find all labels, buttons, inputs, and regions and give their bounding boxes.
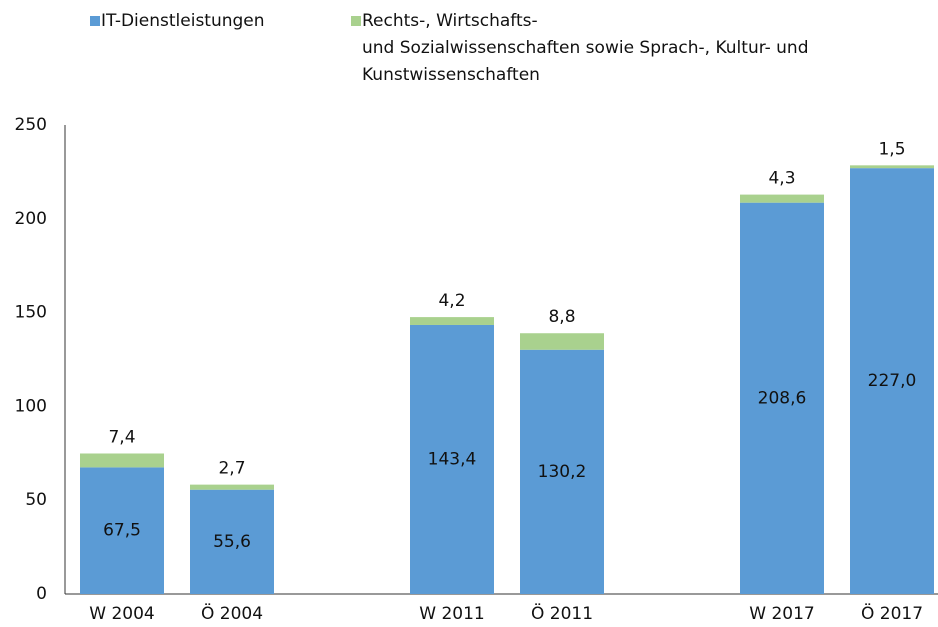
data-label: 55,6 — [213, 532, 251, 552]
bar-segment — [520, 333, 604, 350]
x-tick-label: Ö 2011 — [531, 602, 593, 624]
bar-segment — [740, 202, 824, 595]
data-label: 227,0 — [868, 371, 917, 391]
bar-segment — [80, 453, 164, 468]
legend-swatch — [351, 16, 361, 26]
data-label: 8,8 — [548, 307, 575, 327]
bar-segment — [850, 168, 934, 594]
x-tick-label: Ö 2004 — [201, 602, 263, 624]
bar-segment — [190, 489, 274, 594]
bar-segment — [740, 194, 824, 203]
legend-label: Rechts-, Wirtschafts- und Sozialwissensc… — [362, 11, 809, 85]
data-label: 1,5 — [878, 139, 905, 159]
bar-segment — [520, 349, 604, 594]
y-tick-label: 0 — [36, 584, 47, 604]
x-tick-label: W 2004 — [89, 604, 154, 624]
y-tick-label: 150 — [15, 303, 47, 323]
data-label: 2,7 — [218, 459, 245, 479]
y-tick-label: 100 — [15, 396, 47, 416]
x-tick-label: W 2011 — [419, 604, 484, 624]
bar-segment — [850, 165, 934, 169]
bar-segment — [410, 324, 494, 594]
y-tick-label: 200 — [15, 209, 47, 229]
bar-segment — [80, 467, 164, 594]
data-label: 67,5 — [103, 521, 141, 541]
data-label: 143,4 — [428, 449, 477, 469]
y-tick-label: 250 — [15, 115, 47, 135]
data-label: 130,2 — [538, 462, 587, 482]
bar-segment — [410, 317, 494, 325]
data-label: 208,6 — [758, 388, 807, 408]
y-tick-label: 50 — [25, 490, 47, 510]
data-label: 7,4 — [108, 427, 135, 447]
legend-swatch — [90, 16, 100, 26]
x-tick-label: W 2017 — [749, 604, 814, 624]
legend-label: IT-Dienstleistungen — [101, 11, 265, 31]
data-label: 4,2 — [438, 291, 465, 311]
bar-segment — [190, 484, 274, 490]
x-tick-label: Ö 2017 — [861, 602, 923, 624]
data-label: 4,3 — [768, 169, 795, 189]
